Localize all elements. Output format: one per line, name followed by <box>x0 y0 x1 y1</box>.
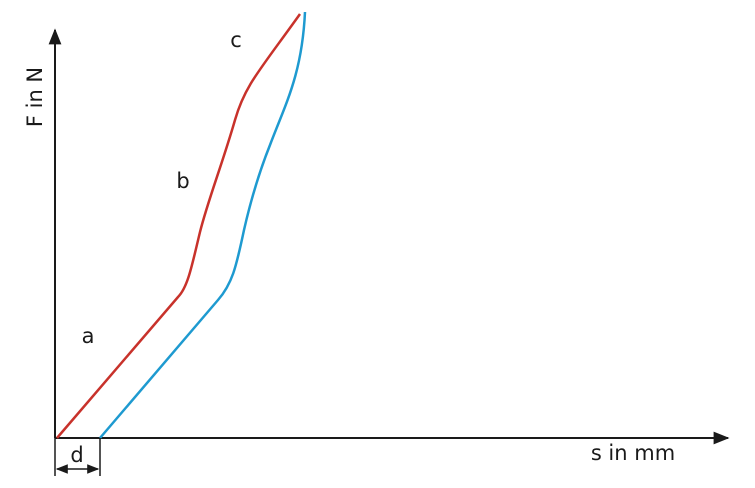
curve-label: c <box>230 28 242 52</box>
loading-curve <box>56 13 302 439</box>
unloading-curve <box>99 11 307 439</box>
y-axis-label: F in N <box>23 67 47 127</box>
curve-label: b <box>176 169 189 193</box>
curve-label: a <box>82 324 95 348</box>
x-axis-label: s in mm <box>591 441 675 465</box>
dimension-label: d <box>70 443 83 467</box>
